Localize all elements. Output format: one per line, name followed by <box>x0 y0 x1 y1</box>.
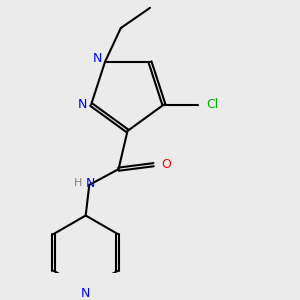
Text: N: N <box>77 98 87 111</box>
Text: N: N <box>85 177 95 190</box>
Text: N: N <box>81 287 90 300</box>
Text: Cl: Cl <box>207 98 219 111</box>
Text: N: N <box>92 52 102 65</box>
Text: O: O <box>162 158 172 171</box>
Text: H: H <box>74 178 82 188</box>
